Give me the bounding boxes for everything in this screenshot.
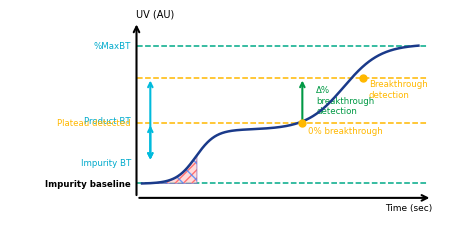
Text: Breakthrough
detection: Breakthrough detection	[369, 80, 427, 99]
Text: Plateau detected: Plateau detected	[57, 119, 131, 128]
Text: UV (AU): UV (AU)	[136, 9, 175, 19]
Text: Impurity BT: Impurity BT	[81, 158, 131, 167]
Text: %MaxBT: %MaxBT	[94, 42, 131, 51]
Text: Product BT: Product BT	[84, 116, 131, 125]
Text: 0% breakthrough: 0% breakthrough	[308, 126, 383, 135]
Text: Δ%
breakthrough
detection: Δ% breakthrough detection	[316, 86, 374, 115]
Text: Time (sec): Time (sec)	[385, 203, 432, 212]
Text: Impurity baseline: Impurity baseline	[45, 179, 131, 188]
